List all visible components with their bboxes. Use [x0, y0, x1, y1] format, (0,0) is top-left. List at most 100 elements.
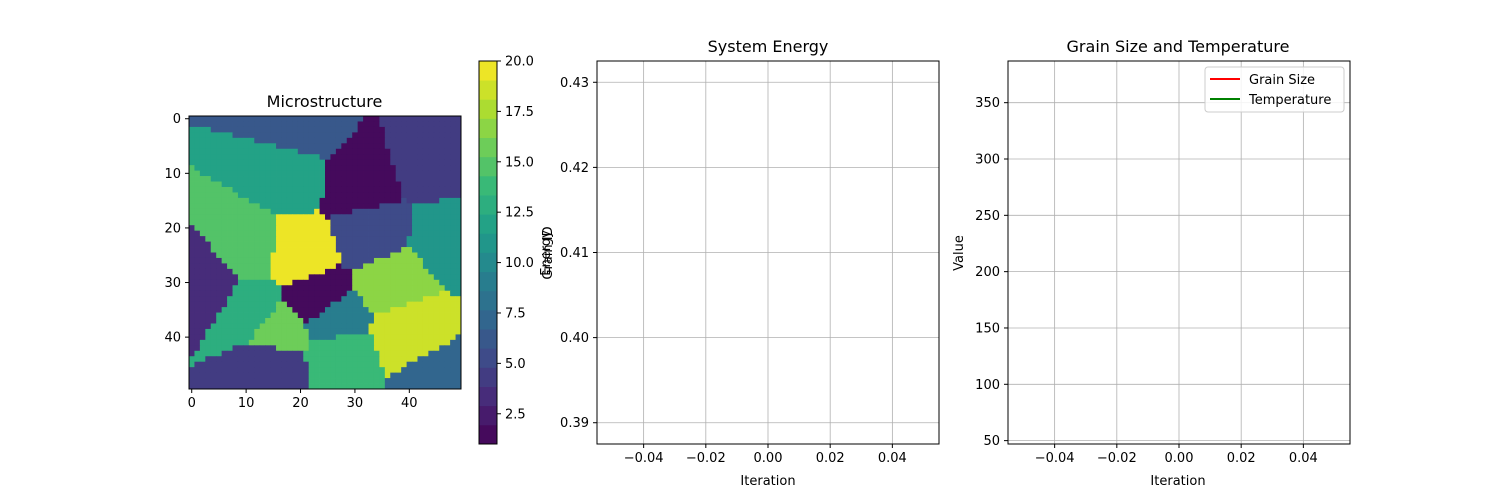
heatmap-cell: [232, 339, 239, 346]
heatmap-cell: [450, 241, 456, 248]
heatmap-cell: [341, 290, 348, 297]
heatmap-cell: [237, 121, 244, 128]
heatmap-cell: [444, 225, 451, 232]
heatmap-cell: [281, 230, 288, 237]
heatmap-cell: [265, 219, 271, 226]
heatmap-cell: [390, 350, 397, 357]
heatmap-cell: [368, 383, 375, 390]
heatmap-cell: [357, 132, 364, 139]
heatmap-cell: [373, 290, 380, 297]
heatmap-cell: [292, 165, 299, 171]
heatmap-cell: [444, 263, 451, 270]
heatmap-cell: [352, 197, 359, 204]
heatmap-cell: [401, 181, 407, 188]
heatmap-cell: [384, 192, 391, 199]
heatmap-cell: [221, 116, 228, 122]
heatmap-cell: [455, 312, 462, 319]
heatmap-cell: [417, 203, 424, 210]
heatmap-cell: [308, 257, 315, 264]
heatmap-cell: [428, 241, 435, 248]
heatmap-cell: [199, 143, 206, 150]
energy-x-tick-label: 0.04: [878, 451, 907, 466]
heatmap-cell: [232, 154, 239, 161]
heatmap-cell: [286, 307, 293, 313]
heatmap-cell: [395, 312, 402, 319]
heatmap-cell: [428, 197, 435, 204]
heatmap-cell: [379, 208, 386, 215]
heatmap-cell: [243, 339, 250, 346]
colorbar-segment: [479, 405, 497, 426]
heatmap-cell: [433, 126, 440, 133]
heatmap-cell: [444, 301, 451, 308]
heatmap-cell: [352, 307, 359, 313]
heatmap-cell: [363, 274, 369, 281]
heatmap-cell: [199, 383, 206, 390]
heatmap-cell: [216, 367, 223, 374]
heatmap-cell: [194, 214, 201, 221]
heatmap-cell: [270, 334, 277, 341]
heatmap-cell: [357, 263, 364, 270]
heatmap-cell: [303, 208, 310, 215]
heatmap-cell: [330, 214, 337, 221]
heatmap-cell: [286, 181, 293, 188]
heatmap-cell: [352, 192, 359, 199]
heatmap-cell: [363, 132, 369, 139]
heatmap-cell: [450, 137, 456, 144]
heatmap-cell: [259, 290, 266, 297]
heatmap-cell: [325, 186, 331, 193]
heatmap-cell: [297, 290, 304, 297]
heatmap-cell: [341, 247, 348, 253]
heatmap-cell: [286, 247, 293, 253]
heatmap-cell: [346, 350, 353, 357]
heatmap-cell: [379, 372, 386, 379]
heatmap-cell: [243, 378, 250, 384]
heatmap-cell: [450, 176, 456, 182]
heatmap-cell: [232, 318, 239, 324]
energy-x-tick-label: −0.04: [624, 451, 664, 466]
heatmap-cell: [314, 132, 320, 139]
heatmap-cell: [412, 186, 418, 193]
heatmap-cell: [319, 170, 326, 177]
heatmap-cell: [352, 361, 359, 368]
heatmap-cell: [428, 186, 435, 193]
heatmap-cell: [248, 356, 255, 363]
heatmap-cell: [259, 236, 266, 242]
heatmap-cell: [248, 116, 255, 122]
heatmap-cell: [373, 247, 380, 253]
heatmap-cell: [335, 241, 342, 248]
heatmap-cell: [341, 296, 348, 303]
heatmap-cell: [379, 307, 386, 313]
heatmap-cell: [428, 367, 435, 374]
heatmap-cell: [216, 312, 223, 319]
heatmap-cell: [254, 285, 261, 292]
heatmap-cell: [210, 345, 217, 352]
heatmap-cell: [319, 268, 326, 275]
heatmap-cell: [254, 214, 261, 221]
heatmap-cell: [357, 197, 364, 204]
heatmap-cell: [368, 181, 375, 188]
heatmap-cell: [379, 236, 386, 242]
heatmap-cell: [319, 252, 326, 259]
heatmap-cell: [248, 208, 255, 215]
heatmap-cell: [319, 274, 326, 281]
heatmap-cell: [281, 263, 288, 270]
heatmap-cell: [243, 143, 250, 150]
heatmap-cell: [232, 219, 239, 226]
heatmap-cell: [325, 318, 331, 324]
heatmap-cell: [357, 339, 364, 346]
heatmap-cell: [248, 192, 255, 199]
heatmap-cell: [276, 328, 282, 335]
heatmap-cell: [308, 263, 315, 270]
heatmap-cell: [205, 116, 212, 122]
heatmap-cell: [368, 279, 375, 286]
heatmap-cell: [232, 367, 239, 374]
heatmap-cell: [194, 137, 201, 144]
heatmap-cell: [194, 230, 201, 237]
heatmap-cell: [450, 159, 456, 166]
heatmap-cell: [363, 165, 369, 171]
heatmap-cell: [341, 285, 348, 292]
heatmap-cell: [319, 154, 326, 161]
heatmap-cell: [265, 257, 271, 264]
heatmap-cell: [248, 257, 255, 264]
heatmap-cell: [237, 137, 244, 144]
